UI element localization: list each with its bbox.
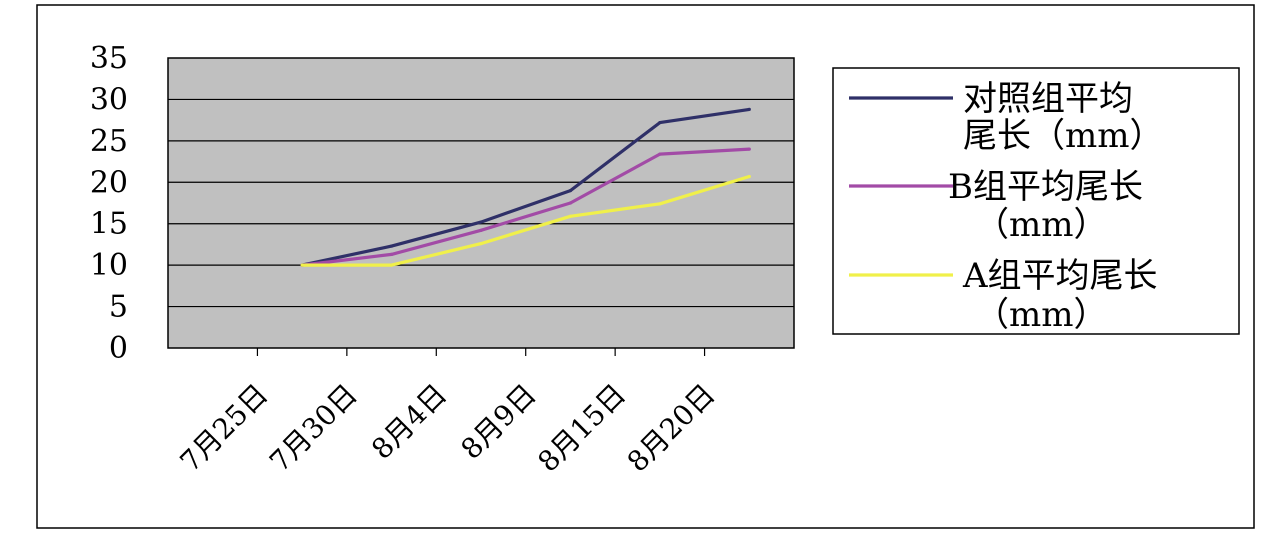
data-point (658, 202, 662, 206)
plot-area (167, 57, 795, 349)
legend-label: B组平均尾长 (948, 167, 1143, 207)
data-point (658, 152, 662, 156)
legend-label: A组平均尾长 (962, 256, 1158, 296)
series-line-1 (301, 147, 750, 267)
data-point (658, 121, 662, 125)
legend-label: （mm） (975, 205, 1107, 245)
y-tick-label: 5 (109, 290, 128, 325)
y-tick-label: 25 (90, 124, 128, 159)
data-point (747, 107, 751, 111)
data-point (300, 263, 304, 267)
data-point (747, 174, 751, 179)
data-point (479, 242, 483, 246)
data-point (747, 147, 751, 151)
series-line-2 (302, 174, 750, 267)
data-point (389, 263, 394, 267)
data-point (568, 214, 573, 218)
series-lines (300, 107, 751, 267)
data-point (389, 244, 394, 248)
y-tick-label: 30 (90, 82, 128, 117)
legend-label: 对照组平均 (963, 79, 1133, 119)
series-line-0 (301, 107, 750, 267)
legend-box (832, 67, 1240, 335)
y-tick-label: 15 (90, 207, 128, 242)
data-point (568, 201, 573, 205)
data-point (479, 228, 483, 232)
gridlines (168, 98, 794, 308)
y-tick-label: 35 (90, 41, 128, 76)
legend-label: 尾长（mm） (963, 116, 1163, 156)
legend-label: （mm） (975, 295, 1107, 335)
y-axis: 0 5 10 15 20 25 30 35 (90, 41, 128, 366)
data-point (389, 252, 394, 256)
data-point (479, 220, 483, 224)
data-point (568, 188, 573, 193)
y-tick-label: 0 (109, 331, 128, 366)
y-tick-label: 20 (90, 165, 128, 200)
y-tick-label: 10 (90, 248, 128, 283)
